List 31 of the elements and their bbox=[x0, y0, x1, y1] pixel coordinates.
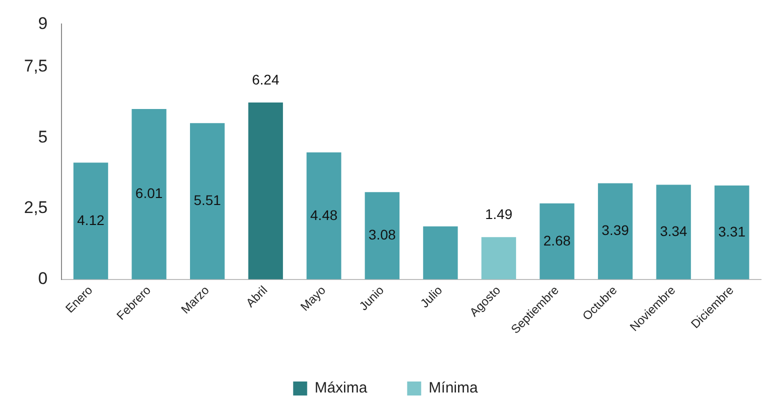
bar bbox=[656, 184, 691, 280]
bar bbox=[423, 226, 458, 280]
data-label: 5.51 bbox=[194, 192, 222, 208]
data-label: 6.24 bbox=[252, 71, 280, 88]
bar bbox=[190, 123, 225, 280]
y-tick-label: 2,5 bbox=[24, 198, 48, 218]
data-label: 3.34 bbox=[660, 222, 688, 239]
data-label: 6.01 bbox=[135, 185, 163, 202]
data-label: 2.68 bbox=[543, 232, 571, 248]
bar bbox=[132, 108, 166, 280]
y-tick-label: 5 bbox=[38, 127, 48, 146]
bar bbox=[481, 237, 516, 280]
data-label: 3.08 bbox=[368, 226, 396, 243]
y-tick-label: 9 bbox=[38, 14, 48, 33]
bar bbox=[248, 102, 283, 280]
x-tick-label: Julio bbox=[418, 282, 446, 310]
bar bbox=[598, 183, 633, 280]
data-label: 4.48 bbox=[310, 206, 338, 223]
bar bbox=[714, 186, 750, 280]
legend-label: Mínima bbox=[428, 380, 478, 397]
bar bbox=[73, 162, 108, 280]
data-label: 3.31 bbox=[718, 223, 746, 240]
y-tick-label: 7,5 bbox=[24, 56, 48, 76]
data-label: 4.12 bbox=[77, 212, 105, 228]
data-label: 3.39 bbox=[602, 222, 630, 238]
legend-label: Máxima bbox=[314, 380, 368, 397]
bar bbox=[540, 203, 574, 280]
bar bbox=[306, 152, 342, 280]
data-label: 1.49 bbox=[485, 206, 513, 222]
y-tick-label: 0 bbox=[38, 269, 48, 288]
bar bbox=[364, 192, 400, 280]
